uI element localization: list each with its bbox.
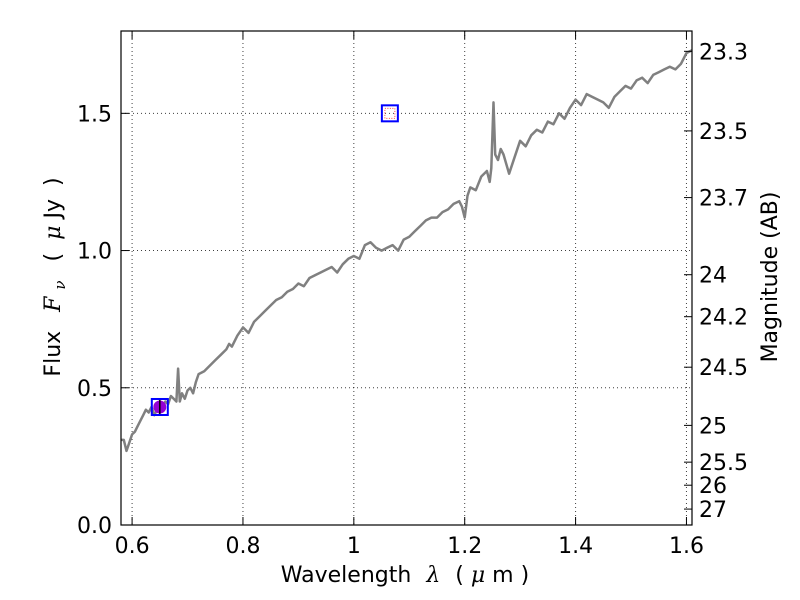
x-axis-label-unit: m <box>492 563 513 588</box>
y-axis-label-unit-symbol: μ <box>41 226 66 240</box>
x-axis-label-symbol: λ <box>425 563 440 588</box>
y-tick-label-3: 1.5 <box>77 102 112 127</box>
photometry-2-marker <box>380 104 399 123</box>
x-tick-label-2: 1 <box>347 534 361 559</box>
marker-layer <box>150 104 399 416</box>
x-axis-label-open-paren: ( <box>455 563 464 588</box>
right-axis-label: Magnitude (AB) <box>758 192 783 363</box>
right-tick-label-8: 26 <box>699 474 727 499</box>
series-layer <box>121 49 693 453</box>
right-tick-label-7: 25.5 <box>699 451 748 476</box>
y-tick-label-2: 1.0 <box>77 240 112 265</box>
y-axis-label-open-paren: ( <box>41 253 66 262</box>
photometry-1-box <box>150 397 169 416</box>
y-axis-label-unit: Jy <box>41 199 66 221</box>
plot-frame <box>120 30 693 526</box>
photometry-2-box <box>380 104 399 123</box>
right-tick-label-3: 24 <box>699 264 727 289</box>
x-tick-label-0: 0.6 <box>115 534 150 559</box>
y-axis-label-subscript: ν <box>51 280 69 289</box>
right-tick-label-2: 23.7 <box>699 187 748 212</box>
right-tick-label-1: 23.5 <box>699 120 748 145</box>
right-tick-label-4: 24.2 <box>699 306 748 331</box>
right-tick-label-6: 25 <box>699 414 727 439</box>
y-axis-label-prefix: Flux <box>41 331 66 377</box>
right-tick-label-5: 24.5 <box>699 356 748 381</box>
axes-layer <box>120 30 693 526</box>
x-axis-label-prefix: Wavelength <box>281 563 412 588</box>
y-tick-label-0: 0.0 <box>77 514 112 539</box>
photometry-1-marker <box>150 397 169 416</box>
y-axis-label-close-paren: ) <box>41 177 66 186</box>
series-line-spectrum <box>121 49 693 453</box>
y-tick-label-1: 0.5 <box>77 377 112 402</box>
x-axis-label: Wavelength λ ( μ m ) <box>281 563 529 588</box>
ticks-layer: 0.6 0.8 1 1.2 1.4 1.6 0.0 0.5 1.0 1.5 23.3 23.5 23.7… <box>77 31 748 559</box>
photometry-2-inner <box>384 107 396 119</box>
y-axis-label: Flux F ν ( μ Jy ) <box>41 177 71 376</box>
x-tick-label-5: 1.6 <box>669 534 704 559</box>
y-axis-label-symbol: F <box>41 296 66 313</box>
x-axis-label-unit-symbol: μ <box>471 563 485 588</box>
x-tick-label-1: 0.8 <box>225 534 260 559</box>
right-tick-label-9: 27 <box>699 498 727 523</box>
x-tick-label-3: 1.2 <box>447 534 482 559</box>
right-tick-label-0: 23.3 <box>699 40 748 65</box>
x-axis-label-close-paren: ) <box>521 563 530 588</box>
x-tick-label-4: 1.4 <box>558 534 593 559</box>
